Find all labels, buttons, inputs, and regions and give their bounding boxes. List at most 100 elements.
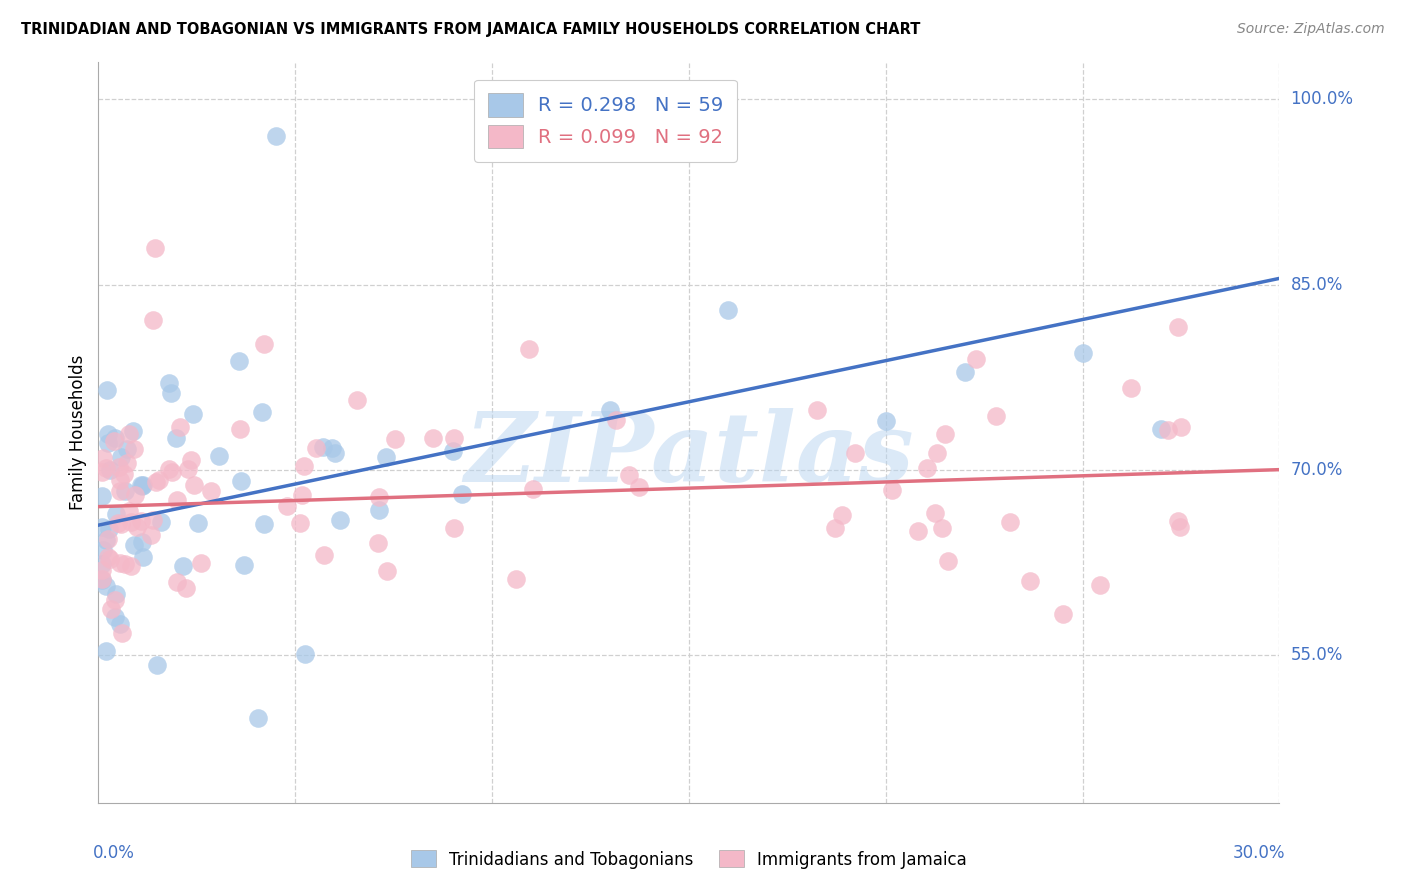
Point <box>599 402 621 417</box>
Point <box>824 521 846 535</box>
Point <box>118 427 141 442</box>
Point <box>1168 519 1191 533</box>
Point <box>190 557 212 571</box>
Point <box>160 385 183 400</box>
Point <box>375 564 398 578</box>
Point <box>166 431 188 445</box>
Point <box>936 554 959 568</box>
Point <box>107 516 129 530</box>
Point <box>1052 607 1074 621</box>
Point <box>91 572 114 586</box>
Text: 85.0%: 85.0% <box>1291 276 1343 293</box>
Point <box>166 574 188 589</box>
Point <box>229 422 252 436</box>
Point <box>104 507 127 521</box>
Point <box>875 414 897 428</box>
Point <box>129 514 152 528</box>
Point <box>111 625 134 640</box>
Point <box>1167 514 1189 528</box>
Point <box>104 587 127 601</box>
Point <box>253 516 276 531</box>
Point <box>1071 346 1094 360</box>
Point <box>229 474 252 488</box>
Point <box>522 482 544 496</box>
Point <box>925 446 948 460</box>
Point <box>422 431 444 445</box>
Point <box>443 431 465 445</box>
Point <box>98 551 121 566</box>
Point <box>176 462 198 476</box>
Point <box>605 413 627 427</box>
Point <box>375 450 398 464</box>
Point <box>115 442 138 456</box>
Point <box>104 592 127 607</box>
Point <box>882 483 904 497</box>
Point <box>965 352 987 367</box>
Point <box>250 405 273 419</box>
Text: 30.0%: 30.0% <box>1233 844 1285 862</box>
Point <box>125 520 148 534</box>
Point <box>208 449 231 463</box>
Point <box>200 484 222 499</box>
Point <box>110 450 132 464</box>
Point <box>368 490 391 504</box>
Point <box>169 420 191 434</box>
Point <box>103 434 125 449</box>
Point <box>367 536 389 550</box>
Point <box>953 366 976 380</box>
Point <box>97 435 120 450</box>
Point <box>183 478 205 492</box>
Point <box>1150 422 1173 436</box>
Point <box>187 516 209 531</box>
Point <box>312 441 335 455</box>
Text: 0.0%: 0.0% <box>93 844 135 862</box>
Point <box>368 503 391 517</box>
Point <box>132 550 155 565</box>
Point <box>924 506 946 520</box>
Point <box>112 467 135 481</box>
Point <box>1119 381 1142 395</box>
Point <box>124 488 146 502</box>
Point <box>441 443 464 458</box>
Point <box>96 579 118 593</box>
Point <box>253 337 276 351</box>
Point <box>114 557 136 571</box>
Point <box>120 559 142 574</box>
Point <box>91 520 114 534</box>
Point <box>915 461 938 475</box>
Point <box>1019 574 1042 588</box>
Y-axis label: Family Households: Family Households <box>69 355 87 510</box>
Point <box>91 543 114 558</box>
Point <box>806 403 828 417</box>
Point <box>96 384 118 398</box>
Point <box>97 533 120 547</box>
Point <box>617 468 640 483</box>
Point <box>1170 419 1192 434</box>
Point <box>174 582 197 596</box>
Point <box>157 462 180 476</box>
Point <box>91 573 114 587</box>
Point <box>1167 320 1189 334</box>
Point <box>323 446 346 460</box>
Point <box>346 392 368 407</box>
Text: TRINIDADIAN AND TOBAGONIAN VS IMMIGRANTS FROM JAMAICA FAMILY HOUSEHOLDS CORRELAT: TRINIDADIAN AND TOBAGONIAN VS IMMIGRANTS… <box>21 22 921 37</box>
Point <box>120 515 142 529</box>
Point <box>104 610 127 624</box>
Point <box>97 427 120 442</box>
Point <box>91 563 114 577</box>
Point <box>246 711 269 725</box>
Point <box>104 430 127 444</box>
Point <box>312 548 335 562</box>
Point <box>831 508 853 523</box>
Point <box>91 557 114 571</box>
Point <box>517 342 540 356</box>
Point <box>931 521 953 535</box>
Point <box>450 487 472 501</box>
Point <box>98 463 121 477</box>
Point <box>294 647 316 661</box>
Point <box>1088 578 1111 592</box>
Point <box>149 515 172 529</box>
Point <box>94 461 117 475</box>
Point <box>108 617 131 632</box>
Point <box>91 465 114 479</box>
